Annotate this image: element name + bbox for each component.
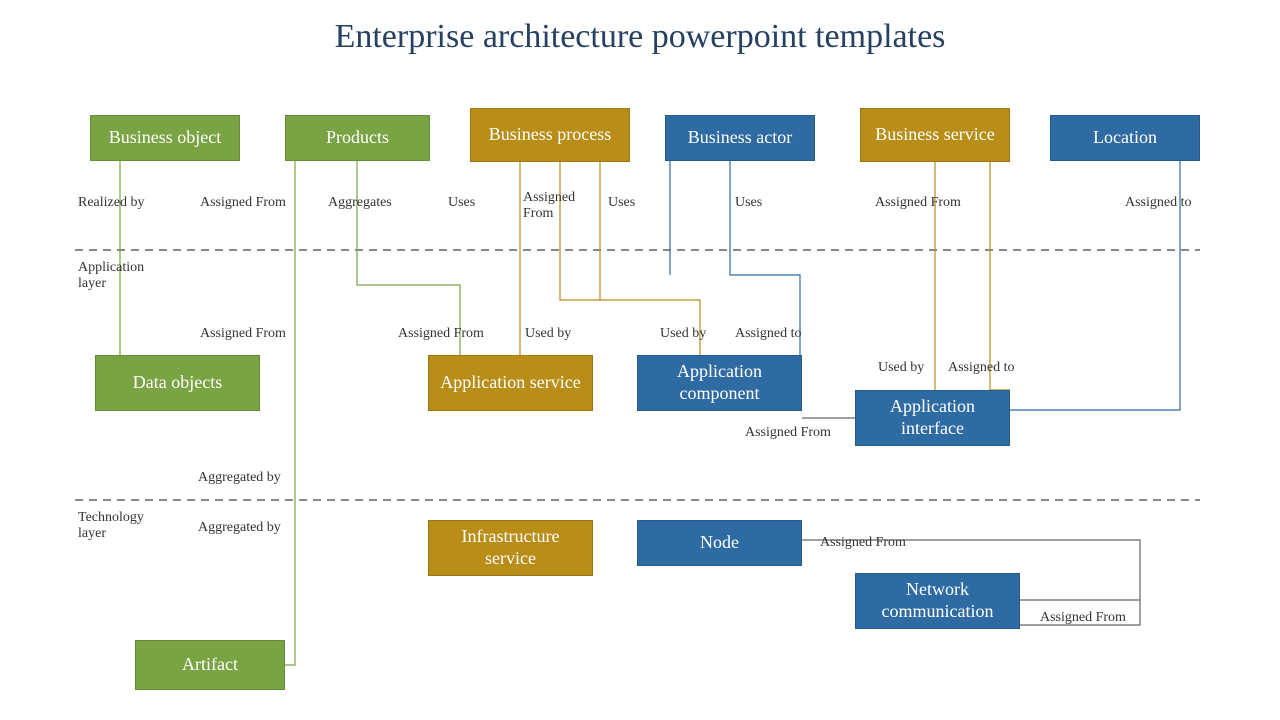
label: Uses [735,195,762,211]
node-is: Infrastructure service [428,520,593,576]
node-bs: Business service [860,108,1010,162]
label: Uses [448,195,475,211]
node-as: Application service [428,355,593,411]
label: Aggregates [328,195,392,211]
label: Assigned From [1040,610,1126,626]
node-nc: Network communication [855,573,1020,629]
label: Aggregated by [198,470,281,486]
node-bo: Business object [90,115,240,161]
node-lo: Location [1050,115,1200,161]
label: Assigned From [875,195,961,211]
label: Assigned From [820,535,906,551]
label: Assigned From [523,190,575,222]
node-bp: Business process [470,108,630,162]
label: Assigned to [948,360,1015,376]
label: Aggregated by [198,520,281,536]
node-ba: Business actor [665,115,815,161]
node-no: Node [637,520,802,566]
node-do: Data objects [95,355,260,411]
node-pr: Products [285,115,430,161]
node-ac: Application component [637,355,802,411]
label: Assigned From [398,326,484,342]
label: Application layer [78,260,144,292]
label: Assigned to [735,326,802,342]
label: Used by [660,326,706,342]
node-ai: Application interface [855,390,1010,446]
label: Uses [608,195,635,211]
label: Assigned From [200,195,286,211]
node-ar: Artifact [135,640,285,690]
label: Assigned to [1125,195,1192,211]
label: Technology layer [78,510,144,542]
label: Assigned From [745,425,831,441]
label: Assigned From [200,326,286,342]
label: Used by [878,360,924,376]
label: Realized by [78,195,144,211]
label: Used by [525,326,571,342]
